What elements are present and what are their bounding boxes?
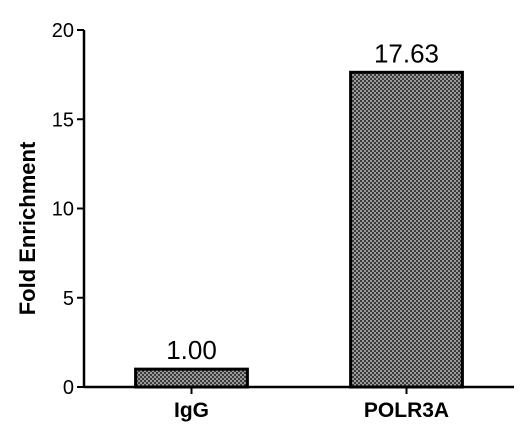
x-tick-label: IgG <box>174 399 209 422</box>
y-tick-label: 5 <box>63 288 74 310</box>
data-label: 17.63 <box>374 38 439 68</box>
bar-igg <box>134 367 249 389</box>
data-label: 1.00 <box>166 335 217 365</box>
y-tick-label: 0 <box>63 377 74 399</box>
y-tick-label: 15 <box>52 109 74 131</box>
x-tick-label: POLR3A <box>364 399 449 422</box>
bars: 1.00 17.63 <box>134 38 464 389</box>
y-tick-label: 10 <box>52 199 74 221</box>
bar-polr3a <box>349 70 464 389</box>
y-axis-title: Fold Enrichment <box>15 141 40 315</box>
y-tick-label: 20 <box>52 20 74 42</box>
y-axis: 0 5 10 15 20 <box>52 20 86 399</box>
x-axis: IgG POLR3A <box>84 385 514 422</box>
